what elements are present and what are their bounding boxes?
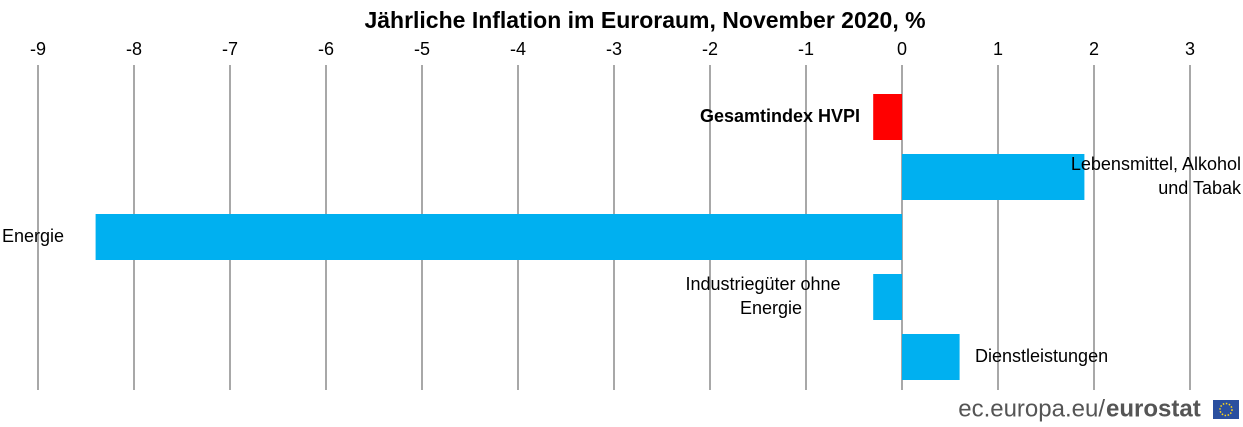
bar	[873, 94, 902, 140]
x-tick-label: 3	[1185, 39, 1195, 59]
bar	[902, 334, 960, 380]
x-tick-label: -4	[510, 39, 526, 59]
category-label: Gesamtindex HVPI	[700, 106, 860, 126]
x-tick-label: -8	[126, 39, 142, 59]
x-tick-label: -3	[606, 39, 622, 59]
category-label: und Tabak	[1158, 178, 1242, 198]
bar	[902, 154, 1085, 200]
eu-flag	[1213, 400, 1239, 419]
x-tick-label: 2	[1089, 39, 1099, 59]
bar	[873, 274, 902, 320]
x-tick-label: -5	[414, 39, 430, 59]
chart-title: Jährliche Inflation im Euroraum, Novembe…	[364, 7, 925, 33]
x-tick-label: -9	[30, 39, 46, 59]
x-tick-label: -1	[798, 39, 814, 59]
x-tick-label: -6	[318, 39, 334, 59]
category-label: Industriegüter ohne	[685, 274, 840, 294]
footer-brand: eurostat	[1106, 395, 1201, 422]
x-tick-label: -2	[702, 39, 718, 59]
x-tick-label: -7	[222, 39, 238, 59]
category-label: Energie	[740, 298, 802, 318]
footer-site: ec.europa.eu/	[958, 395, 1105, 422]
x-tick-label: 0	[897, 39, 907, 59]
category-label: Energie	[2, 226, 64, 246]
category-label: Dienstleistungen	[975, 346, 1108, 366]
x-tick-label: 1	[993, 39, 1003, 59]
bar	[95, 214, 903, 260]
category-label: Lebensmittel, Alkohol	[1071, 154, 1241, 174]
